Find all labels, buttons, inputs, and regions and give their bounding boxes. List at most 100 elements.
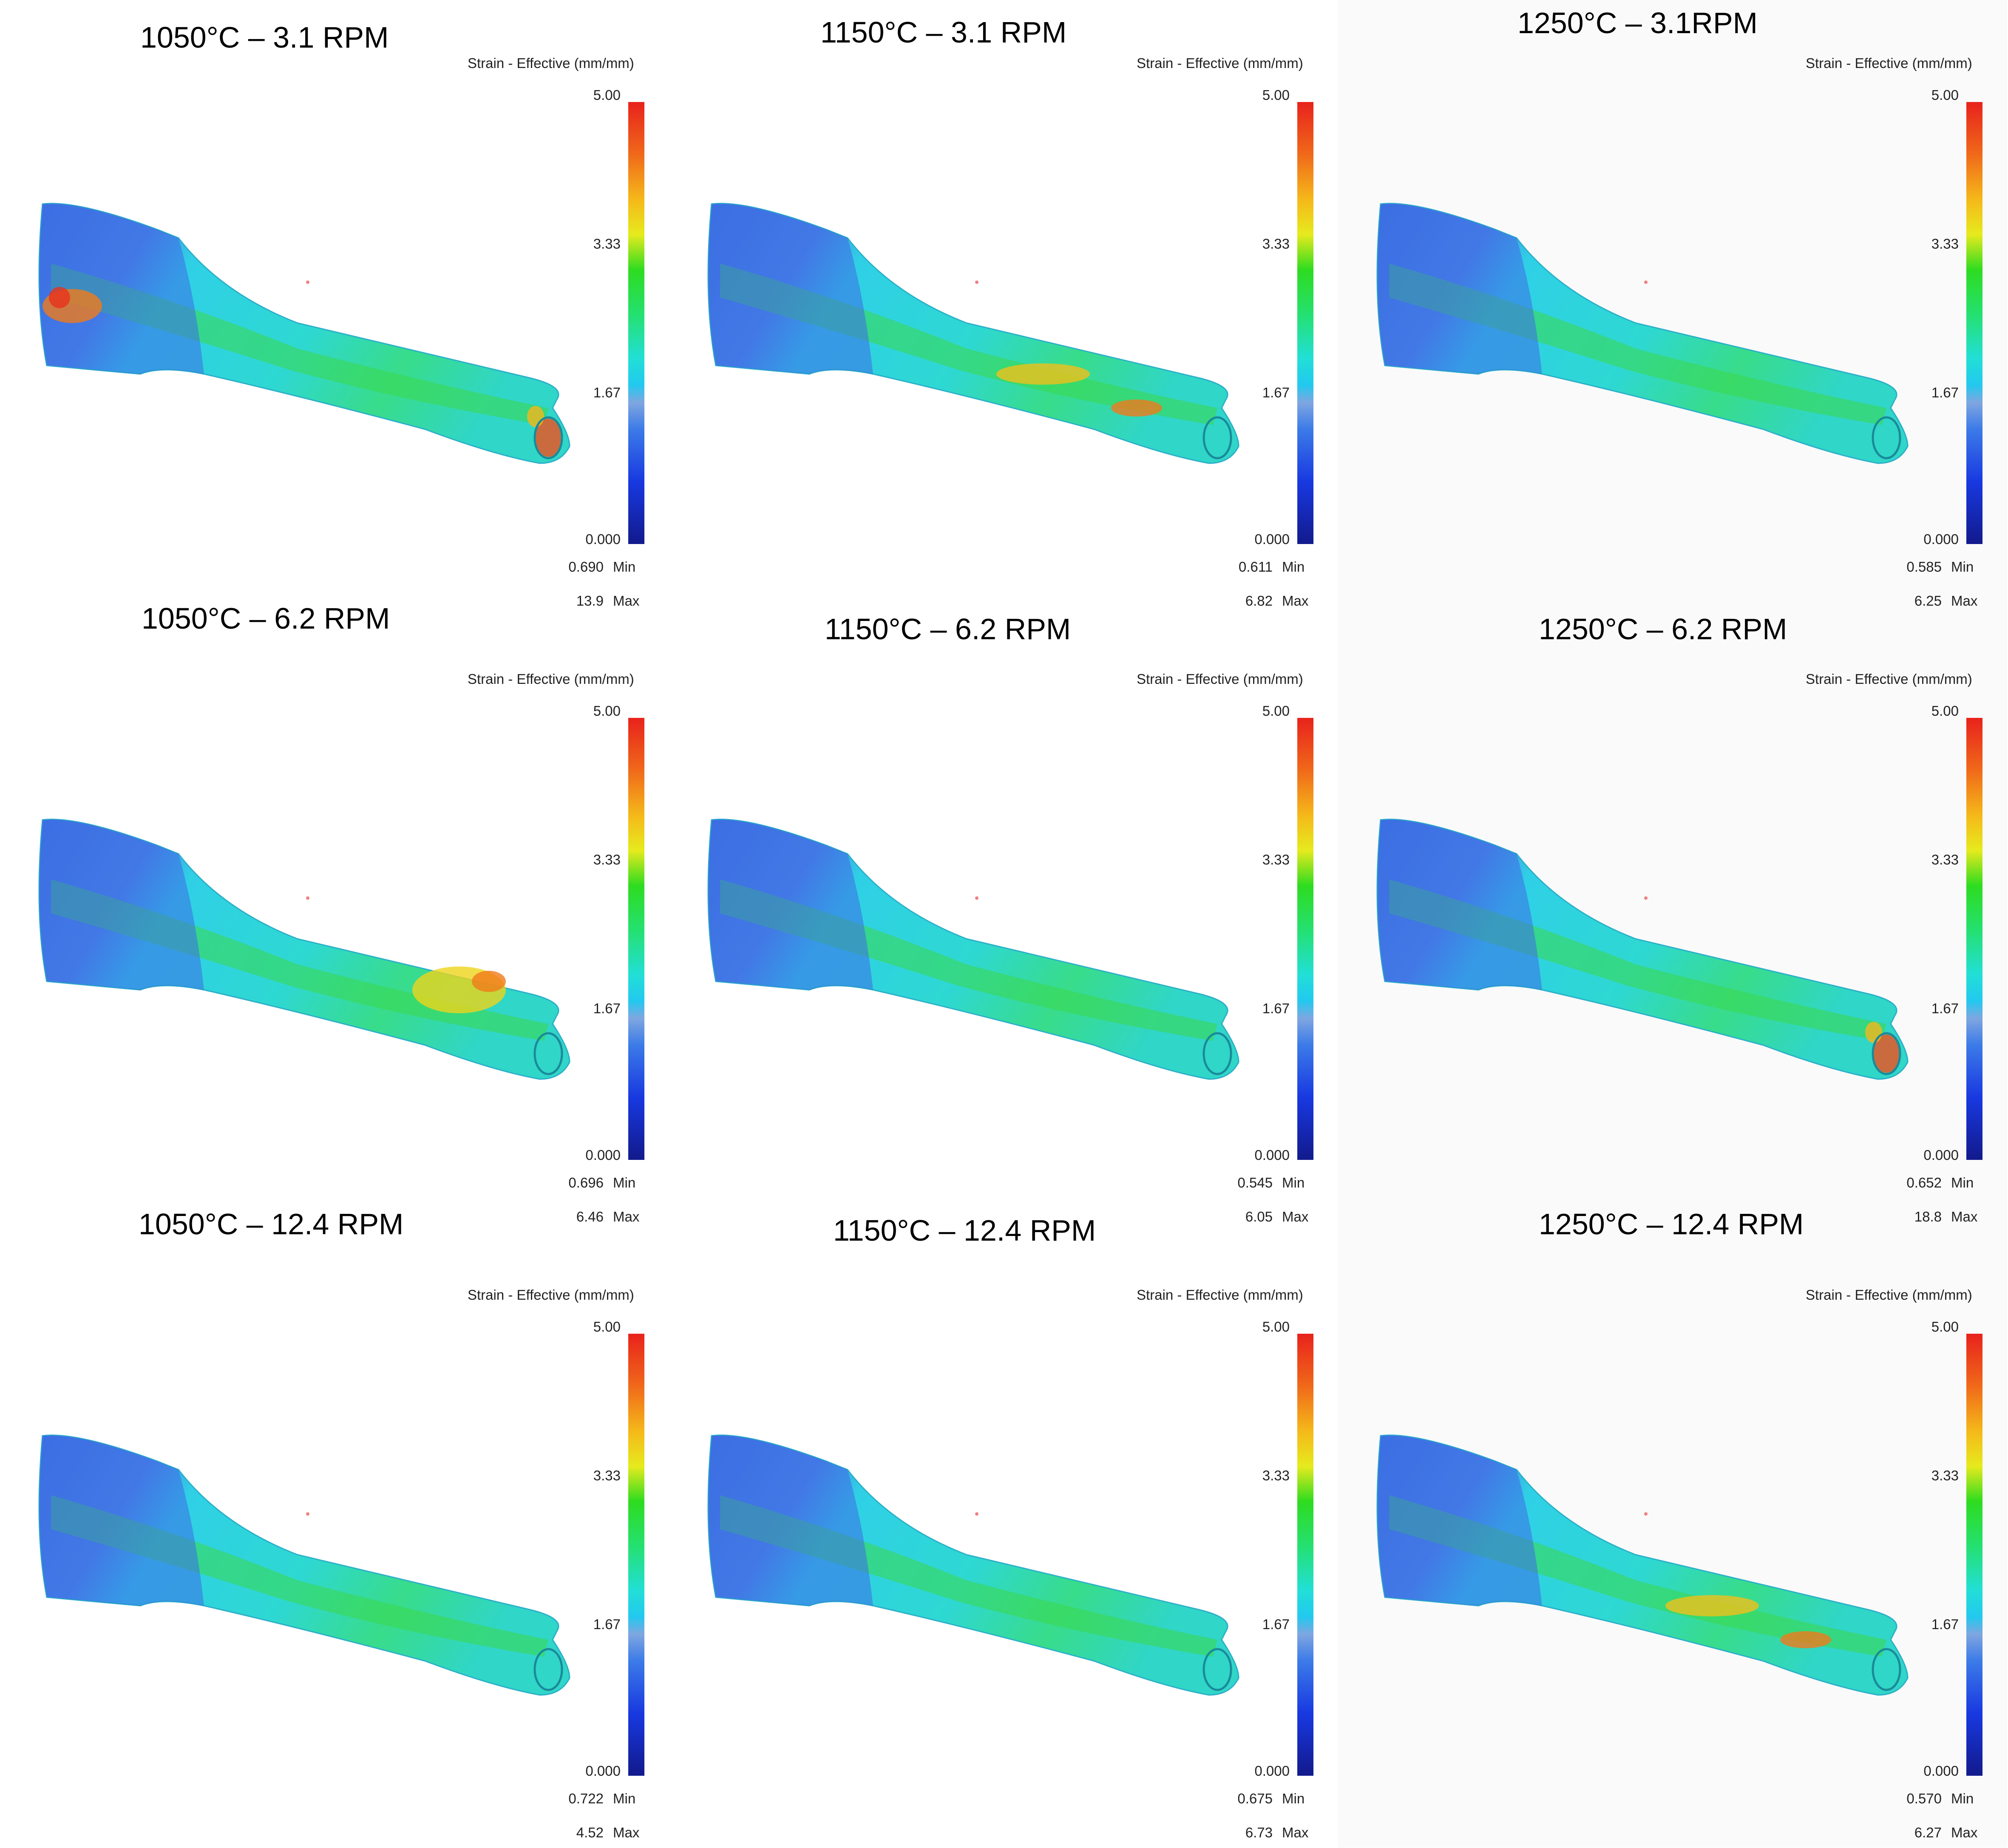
max-label: Max xyxy=(1951,1209,1978,1224)
high-strain-spot xyxy=(472,971,506,992)
low-strain-region xyxy=(1377,819,1542,990)
tip-cavity xyxy=(1203,1648,1232,1691)
panel-title: 1050°C – 12.4 RPM xyxy=(139,1207,404,1241)
min-value-label: 0.675 Min xyxy=(1222,1791,1305,1807)
max-value-label: 6.05 Max xyxy=(1222,1209,1309,1225)
tip-cavity xyxy=(533,1648,563,1691)
min-label: Min xyxy=(613,1175,636,1190)
contour-panel: 1050°C – 3.1 RPM Strain - Effective (mm/m… xyxy=(0,0,669,616)
marker-dot xyxy=(975,896,978,900)
legend-title: Strain - Effective (mm/mm) xyxy=(1806,671,1972,687)
max-value-label: 13.9 Max xyxy=(553,593,640,609)
tip-cavity xyxy=(1872,416,1901,459)
legend-title: Strain - Effective (mm/mm) xyxy=(468,1287,634,1303)
high-strain-spot xyxy=(527,406,544,427)
colorbar-tick-label: 3.33 xyxy=(593,236,621,252)
colorbar-tick-label: 5.00 xyxy=(1262,87,1290,103)
contour-panel: 1150°C – 3.1 RPM Strain - Effective (mm/m… xyxy=(669,0,1338,616)
tip-cavity xyxy=(1872,1648,1901,1691)
marker-dot xyxy=(1644,1512,1648,1516)
max-value: 4.52 xyxy=(576,1825,604,1840)
colorbar-tick-label: 3.33 xyxy=(1931,236,1959,252)
low-strain-region xyxy=(708,203,873,374)
colorbar-tick-label: 1.67 xyxy=(1262,385,1290,400)
max-value: 6.27 xyxy=(1914,1825,1942,1840)
max-value-label: 6.82 Max xyxy=(1222,593,1309,609)
low-strain-region xyxy=(1377,203,1542,374)
contour-panel: 1150°C – 12.4 RPM Strain - Effective (mm/… xyxy=(669,1214,1338,1848)
max-value: 6.73 xyxy=(1245,1825,1273,1840)
strain-colorbar xyxy=(1297,718,1313,1160)
low-strain-region xyxy=(39,819,204,990)
max-value: 6.46 xyxy=(576,1209,604,1224)
legend-title: Strain - Effective (mm/mm) xyxy=(1137,55,1303,71)
workpiece-strain-contour xyxy=(707,1434,1239,1696)
colorbar-tick-label: 1.67 xyxy=(1262,1001,1290,1016)
strain-colorbar xyxy=(1966,718,1982,1160)
high-strain-spot xyxy=(536,419,561,457)
min-value-label: 0.570 Min xyxy=(1891,1791,1974,1807)
tip-cavity xyxy=(1203,416,1232,459)
colorbar-tick-label: 5.00 xyxy=(1931,1319,1959,1335)
min-label: Min xyxy=(1282,1175,1305,1190)
min-label: Min xyxy=(613,559,636,575)
colorbar-tick-label: 5.00 xyxy=(1931,87,1959,103)
min-value: 0.585 xyxy=(1906,559,1942,575)
colorbar-tick-label: 3.33 xyxy=(1931,852,1959,867)
workpiece-strain-contour xyxy=(1376,819,1909,1080)
colorbar-tick-label: 3.33 xyxy=(1262,1468,1290,1483)
marker-dot xyxy=(975,281,978,284)
max-label: Max xyxy=(613,1209,640,1224)
max-value: 6.05 xyxy=(1245,1209,1273,1224)
colorbar-tick-label: 1.67 xyxy=(1931,1616,1959,1632)
panel-title: 1250°C – 3.1RPM xyxy=(1517,6,1758,40)
tip-cavity xyxy=(1203,1032,1232,1075)
strain-colorbar xyxy=(1297,1334,1313,1776)
low-strain-region xyxy=(39,1435,204,1606)
tip-cavity xyxy=(533,1032,563,1075)
panel-title: 1050°C – 3.1 RPM xyxy=(140,21,389,54)
max-value: 6.25 xyxy=(1914,593,1942,609)
colorbar-tick-label: 0.000 xyxy=(1254,1147,1290,1163)
workpiece-strain-contour xyxy=(1376,203,1909,464)
min-value-label: 0.690 Min xyxy=(553,559,635,575)
min-value-label: 0.696 Min xyxy=(553,1175,635,1191)
min-value: 0.611 xyxy=(1238,559,1273,575)
colorbar-tick-label: 3.33 xyxy=(1262,852,1290,867)
strain-colorbar xyxy=(628,102,644,544)
min-value: 0.545 xyxy=(1237,1175,1273,1190)
min-value: 0.570 xyxy=(1906,1791,1942,1806)
min-label: Min xyxy=(1282,559,1305,575)
max-value-label: 18.8 Max xyxy=(1891,1209,1978,1225)
marker-dot xyxy=(975,1512,978,1516)
colorbar-tick-label: 1.67 xyxy=(1262,1616,1290,1632)
panel-title: 1150°C – 3.1 RPM xyxy=(820,16,1067,49)
colorbar-tick-label: 0.000 xyxy=(1923,531,1959,547)
max-value: 18.8 xyxy=(1914,1209,1942,1224)
colorbar-tick-label: 1.67 xyxy=(593,1001,621,1016)
high-strain-spot xyxy=(1865,1022,1882,1043)
colorbar-tick-label: 0.000 xyxy=(1254,1763,1290,1779)
colorbar-tick-label: 0.000 xyxy=(585,1763,621,1779)
low-strain-region xyxy=(1377,1435,1542,1606)
high-strain-spot xyxy=(49,287,70,308)
low-strain-region xyxy=(708,819,873,990)
high-strain-spot xyxy=(1780,1631,1831,1648)
min-label: Min xyxy=(1951,1175,1974,1190)
colorbar-tick-label: 3.33 xyxy=(1931,1468,1959,1483)
max-value-label: 6.25 Max xyxy=(1891,593,1978,609)
colorbar-tick-label: 1.67 xyxy=(593,385,621,400)
panel-title: 1150°C – 12.4 RPM xyxy=(833,1214,1096,1247)
legend-title: Strain - Effective (mm/mm) xyxy=(1137,671,1303,687)
colorbar-tick-label: 5.00 xyxy=(1262,703,1290,719)
colorbar-tick-label: 1.67 xyxy=(1931,1001,1959,1016)
colorbar-tick-label: 0.000 xyxy=(1923,1147,1959,1163)
max-label: Max xyxy=(1951,1825,1978,1840)
colorbar-tick-label: 5.00 xyxy=(593,703,621,719)
min-value-label: 0.585 Min xyxy=(1891,559,1974,575)
min-value-label: 0.545 Min xyxy=(1222,1175,1305,1191)
workpiece-strain-contour xyxy=(38,819,570,1080)
min-value-label: 0.652 Min xyxy=(1891,1175,1974,1191)
colorbar-tick-label: 5.00 xyxy=(1931,703,1959,719)
max-value-label: 4.52 Max xyxy=(553,1825,640,1841)
